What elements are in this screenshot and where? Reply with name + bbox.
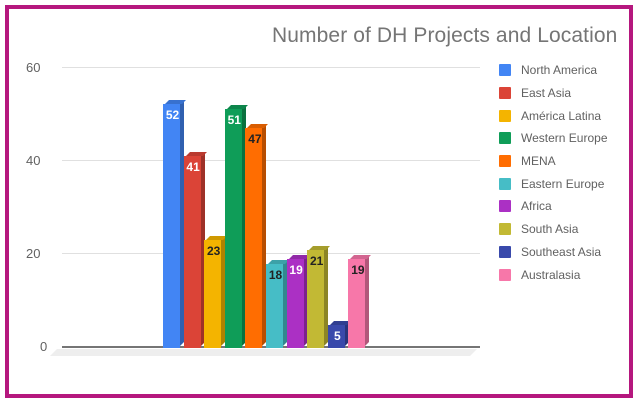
bar-value-label: 52 — [165, 108, 180, 123]
bar-value-label: 19 — [289, 263, 303, 278]
bar-front — [245, 127, 263, 348]
bar-western-europe: 51 — [224, 105, 248, 348]
legend-item[interactable]: Africa — [499, 195, 608, 218]
legend-label: Eastern Europe — [521, 176, 605, 191]
legend-item[interactable]: Southeast Asia — [499, 241, 608, 264]
legend: North America East Asia América Latina West… — [499, 59, 608, 286]
legend-label: Australasia — [521, 267, 581, 282]
legend-label: North America — [521, 63, 598, 78]
legend-swatch-icon — [499, 268, 511, 281]
bar-eastern-europe: 18 — [266, 259, 289, 348]
legend-swatch-icon — [499, 132, 511, 145]
legend-swatch-icon — [499, 87, 511, 100]
bar-value-label: 23 — [207, 244, 221, 259]
bar-front — [183, 155, 201, 348]
bar-am-rica-latina: 23 — [204, 236, 228, 348]
bar-southeast-asia: 5 — [327, 320, 351, 348]
bar-south-asia: 21 — [307, 245, 331, 348]
legend-swatch-icon — [499, 64, 511, 77]
gridline — [62, 160, 480, 161]
bar-africa: 19 — [286, 255, 310, 348]
legend-item[interactable]: Eastern Europe — [499, 172, 608, 195]
gridline — [62, 253, 480, 254]
legend-label: East Asia — [521, 86, 572, 101]
legend-item[interactable]: América Latina — [499, 104, 608, 127]
legend-swatch-icon — [499, 177, 511, 190]
bar-value-label: 18 — [268, 267, 283, 282]
bar-front — [348, 259, 366, 348]
chart-floor — [50, 349, 477, 356]
chart-title: Number of DH Projects and Location — [272, 24, 618, 47]
bar-value-label: 51 — [227, 113, 241, 128]
legend-swatch-icon — [499, 223, 511, 236]
legend-swatch-icon — [499, 109, 511, 122]
bar-east-asia: 41 — [183, 151, 207, 348]
bar-value-label: 19 — [351, 263, 365, 278]
legend-label: Southeast Asia — [521, 244, 602, 259]
y-tick-label: 20 — [26, 246, 41, 261]
bar-front — [286, 259, 304, 348]
legend-label: Western Europe — [521, 131, 608, 146]
bar-front — [327, 324, 345, 348]
legend-item[interactable]: MENA — [499, 150, 608, 173]
legend-label: South Asia — [521, 222, 579, 237]
gridline — [62, 67, 480, 68]
legend-item[interactable]: Western Europe — [499, 127, 608, 150]
legend-swatch-icon — [499, 155, 511, 168]
legend-swatch-icon — [499, 200, 511, 213]
bar-value-label: 41 — [186, 159, 200, 174]
bar-mena: 47 — [245, 123, 269, 348]
y-tick-label: 60 — [26, 60, 41, 75]
bar-front — [224, 109, 242, 348]
legend-item[interactable]: East Asia — [499, 82, 608, 105]
bar-front — [307, 249, 325, 348]
y-tick-label: 40 — [26, 153, 41, 168]
y-tick-label: 0 — [40, 339, 48, 354]
bar-value-label: 5 — [333, 328, 341, 343]
legend-item[interactable]: South Asia — [499, 218, 608, 241]
legend-label: MENA — [521, 154, 556, 169]
legend-label: América Latina — [521, 108, 602, 123]
legend-item[interactable]: Australasia — [499, 263, 608, 286]
bar-value-label: 47 — [248, 131, 262, 146]
bar-value-label: 21 — [310, 253, 324, 268]
bar-north-america: 52 — [163, 100, 186, 348]
bar-front — [266, 263, 283, 348]
bar-front — [163, 104, 180, 348]
bar-australasia: 19 — [348, 255, 372, 348]
bar-front — [204, 240, 222, 348]
legend-label: Africa — [521, 199, 552, 214]
legend-item[interactable]: North America — [499, 59, 608, 82]
legend-swatch-icon — [499, 245, 511, 258]
